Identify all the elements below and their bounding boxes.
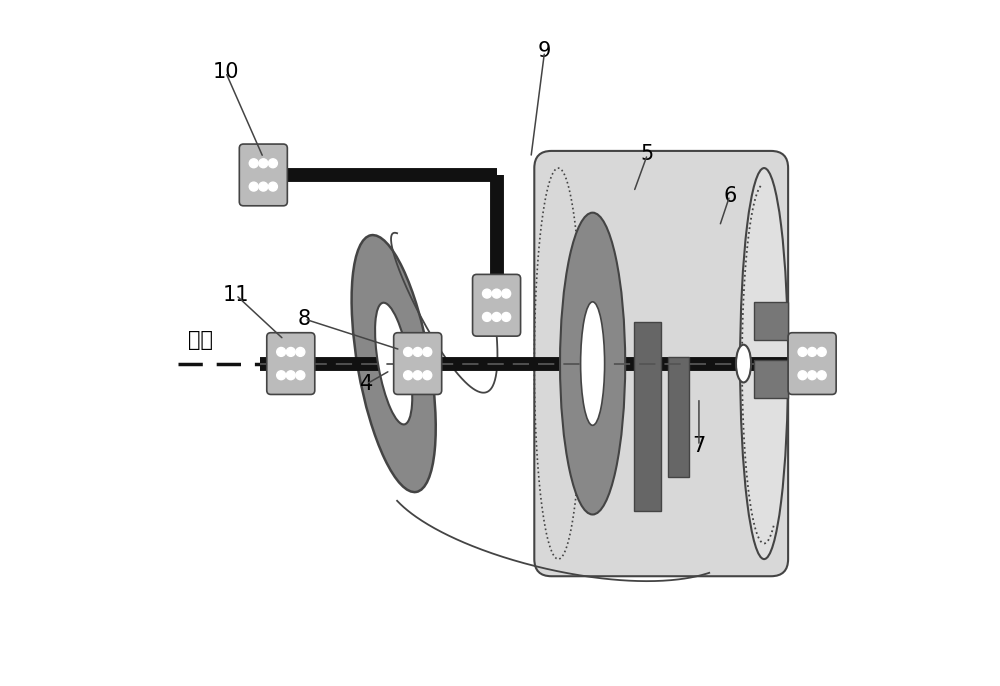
Circle shape — [413, 347, 422, 357]
Circle shape — [423, 370, 432, 380]
FancyBboxPatch shape — [534, 151, 788, 576]
Circle shape — [808, 347, 817, 357]
Text: 5: 5 — [641, 144, 654, 165]
Circle shape — [404, 347, 413, 357]
Circle shape — [249, 182, 258, 191]
Circle shape — [502, 289, 511, 298]
Bar — [634, 322, 661, 511]
Text: 10: 10 — [212, 62, 239, 82]
FancyBboxPatch shape — [239, 144, 287, 206]
Ellipse shape — [560, 213, 625, 514]
Bar — [754, 302, 788, 340]
Circle shape — [249, 159, 258, 167]
Ellipse shape — [375, 303, 412, 425]
Text: 7: 7 — [692, 436, 706, 456]
Ellipse shape — [740, 168, 788, 559]
Circle shape — [483, 289, 491, 298]
Circle shape — [423, 347, 432, 357]
Circle shape — [492, 312, 501, 321]
Text: 8: 8 — [298, 309, 311, 329]
Bar — [754, 360, 788, 398]
Ellipse shape — [736, 345, 751, 383]
Circle shape — [492, 289, 501, 298]
FancyBboxPatch shape — [267, 333, 315, 394]
Text: 输入: 输入 — [188, 329, 213, 350]
Circle shape — [798, 347, 807, 357]
Circle shape — [502, 312, 511, 321]
Circle shape — [404, 370, 413, 380]
FancyBboxPatch shape — [788, 333, 836, 394]
Text: 11: 11 — [223, 285, 249, 305]
Circle shape — [817, 370, 826, 380]
Circle shape — [483, 312, 491, 321]
Circle shape — [817, 347, 826, 357]
Circle shape — [286, 347, 295, 357]
Circle shape — [286, 370, 295, 380]
Circle shape — [808, 370, 817, 380]
Text: 4: 4 — [360, 374, 373, 394]
Circle shape — [413, 370, 422, 380]
Ellipse shape — [581, 302, 605, 425]
FancyBboxPatch shape — [473, 274, 521, 336]
Circle shape — [259, 159, 268, 167]
Text: 9: 9 — [538, 41, 551, 62]
Bar — [668, 357, 689, 477]
Circle shape — [277, 347, 286, 357]
Circle shape — [259, 182, 268, 191]
Circle shape — [268, 159, 277, 167]
Text: 6: 6 — [723, 185, 736, 206]
Circle shape — [296, 370, 305, 380]
Circle shape — [296, 347, 305, 357]
Circle shape — [268, 182, 277, 191]
Circle shape — [798, 370, 807, 380]
FancyBboxPatch shape — [394, 333, 442, 394]
Ellipse shape — [352, 235, 436, 492]
Circle shape — [277, 370, 286, 380]
